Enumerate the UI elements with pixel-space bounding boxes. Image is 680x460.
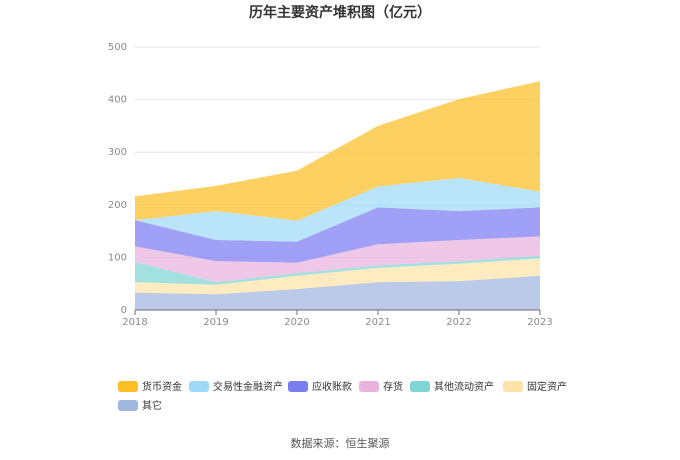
area-series-4 [135,255,540,285]
y-tick-label: 300 [108,147,127,158]
area-series-1 [135,178,540,242]
axes: 0 100 200 300 400 500 2018 2019 2020 2021 2022 2023 [108,42,553,328]
x-tick-label: 2021 [365,317,390,328]
source-note: 数据来源：恒生聚源 [291,436,390,450]
y-tick-label: 400 [108,95,127,106]
legend-swatch [118,400,138,411]
x-tick-label: 2020 [284,317,309,328]
area-series-0 [135,81,540,221]
area-series-3 [135,236,540,283]
chart-title: 历年主要资产堆积图（亿元） [249,4,431,21]
legend-label: 其他流动资产 [434,380,494,393]
y-tick-label: 200 [108,200,127,211]
legend-label: 货币资金 [142,380,182,393]
area-layers [135,81,540,310]
legend-swatch [410,381,430,392]
legend-swatch [288,381,308,392]
y-tick-label: 0 [121,305,127,316]
legend-label: 交易性金融资产 [213,380,283,393]
legend-swatch [118,381,138,392]
legend-swatch [503,381,523,392]
area-series-2 [135,207,540,263]
x-tick-label: 2022 [446,317,471,328]
legend-label: 固定资产 [527,380,567,393]
area-series-5 [135,258,540,295]
y-tick-label: 500 [108,42,127,53]
area-series-6 [135,275,540,310]
legend-swatch [359,381,379,392]
legend-swatch [189,381,209,392]
x-tick-label: 2019 [203,317,228,328]
y-tick-label: 100 [108,252,127,263]
legend-label: 应收账款 [312,380,352,393]
x-tick-label: 2023 [527,317,552,328]
legend-label: 存货 [383,380,403,393]
legend-label: 其它 [142,399,162,412]
x-tick-label: 2018 [122,317,147,328]
